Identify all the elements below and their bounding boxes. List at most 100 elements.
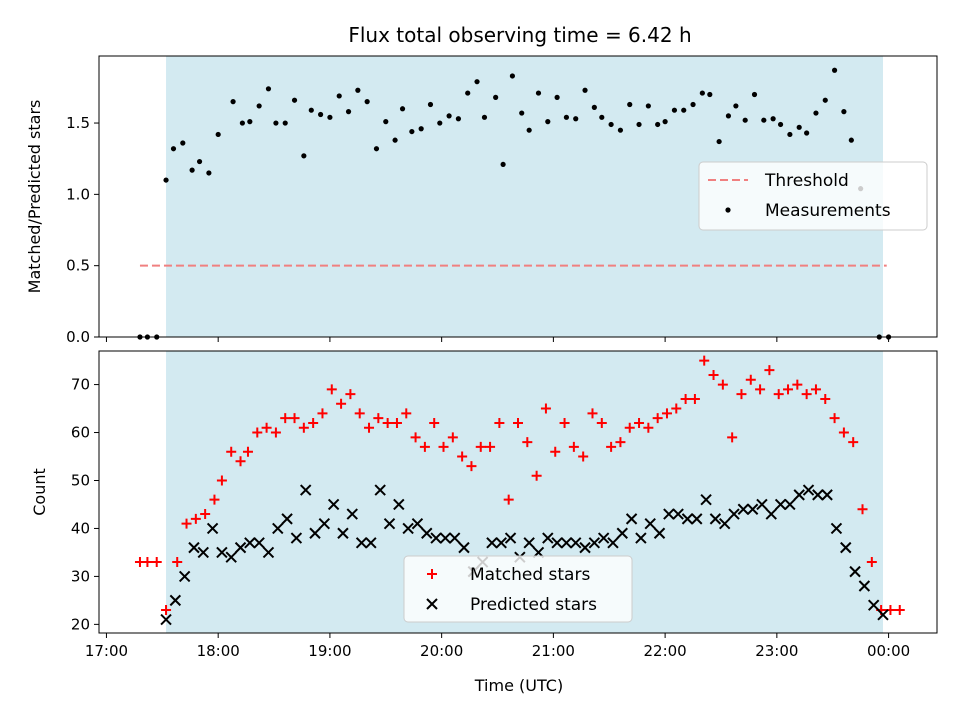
data-point [727, 432, 738, 443]
data-point [475, 441, 486, 452]
data-point [448, 532, 461, 544]
data-point [625, 513, 638, 525]
data-point [792, 379, 803, 390]
data-point [745, 374, 756, 385]
data-point [801, 389, 812, 400]
legend-predicted-label: Predicted stars [470, 595, 597, 615]
data-point [770, 116, 776, 122]
data-point [216, 546, 228, 559]
data-point [707, 91, 713, 98]
data-point [391, 417, 402, 428]
data-point [399, 106, 406, 112]
data-point [457, 451, 468, 462]
data-point [188, 541, 200, 554]
data-point [588, 537, 601, 549]
data-point [345, 109, 352, 115]
data-point [751, 91, 758, 98]
data-point [849, 565, 861, 578]
data-point [161, 604, 172, 615]
data-point [699, 90, 705, 96]
data-point [437, 120, 443, 126]
data-point [519, 110, 525, 116]
data-point [272, 522, 284, 535]
data-point [466, 461, 477, 472]
data-point [382, 417, 393, 428]
data-point [570, 537, 582, 549]
data-point [627, 101, 633, 108]
data-point [346, 508, 358, 520]
data-point [430, 532, 442, 544]
data-point [755, 384, 766, 395]
data-point [411, 517, 424, 530]
data-point [709, 513, 722, 525]
data-point [617, 127, 624, 133]
data-point [765, 508, 777, 520]
data-point [681, 107, 687, 113]
data-point [142, 557, 153, 568]
data-point [822, 97, 828, 103]
data-point [298, 422, 309, 433]
data-point [289, 413, 300, 424]
data-point [308, 417, 319, 428]
data-point [579, 541, 591, 554]
data-point [867, 599, 880, 611]
data-point [419, 441, 430, 452]
data-point [813, 110, 819, 116]
data-point [474, 79, 480, 85]
data-point [784, 498, 796, 511]
data-point [764, 365, 775, 376]
data-point [465, 90, 471, 96]
data-point [230, 99, 236, 105]
data-point [793, 489, 805, 501]
y-tick-label: 0.0 [66, 328, 90, 346]
data-point [290, 532, 303, 544]
data-point [197, 546, 209, 559]
data-point [481, 114, 488, 120]
data-point [242, 446, 253, 457]
data-point [170, 146, 177, 152]
y-tick-label: 60 [71, 424, 90, 442]
data-point [247, 119, 253, 125]
data-point [857, 504, 868, 515]
data-point [364, 422, 375, 433]
data-point [578, 451, 589, 462]
ratio-panel: 0.0 0.5 1.0 1.5 Matched/Predicted stars Thres… [25, 55, 938, 346]
data-point [756, 498, 768, 511]
data-point [773, 389, 784, 400]
data-point [252, 427, 263, 438]
data-point [301, 153, 307, 159]
data-point [327, 114, 333, 120]
data-point [282, 120, 288, 126]
data-point [746, 503, 759, 515]
data-point [409, 128, 415, 135]
data-point [563, 114, 570, 120]
data-point [597, 532, 610, 544]
y-tick-label: 0.5 [66, 257, 90, 275]
x-tick-label: 00:00 [867, 642, 910, 660]
y-tick-label: 70 [71, 376, 90, 394]
data-point [691, 513, 703, 525]
data-point [733, 103, 739, 109]
data-point [421, 527, 433, 539]
data-point [591, 104, 597, 110]
data-point [587, 408, 598, 419]
series-predicted-stars [160, 484, 889, 626]
data-point [392, 137, 398, 143]
data-point [717, 379, 728, 390]
legend-threshold-label: Threshold [764, 171, 849, 191]
y-tick-label: 30 [71, 567, 90, 585]
data-point [840, 541, 852, 554]
data-point [894, 604, 905, 615]
data-point [636, 121, 642, 128]
data-point [661, 408, 672, 419]
y-tick-label: 1.5 [66, 114, 90, 132]
data-point [783, 384, 794, 395]
data-point [652, 413, 663, 424]
legend-measurement-swatch [725, 207, 731, 213]
data-point [206, 522, 219, 535]
data-point [365, 537, 377, 549]
data-point [804, 130, 810, 136]
data-point [672, 508, 684, 520]
data-point [550, 446, 561, 457]
data-point [624, 422, 635, 433]
